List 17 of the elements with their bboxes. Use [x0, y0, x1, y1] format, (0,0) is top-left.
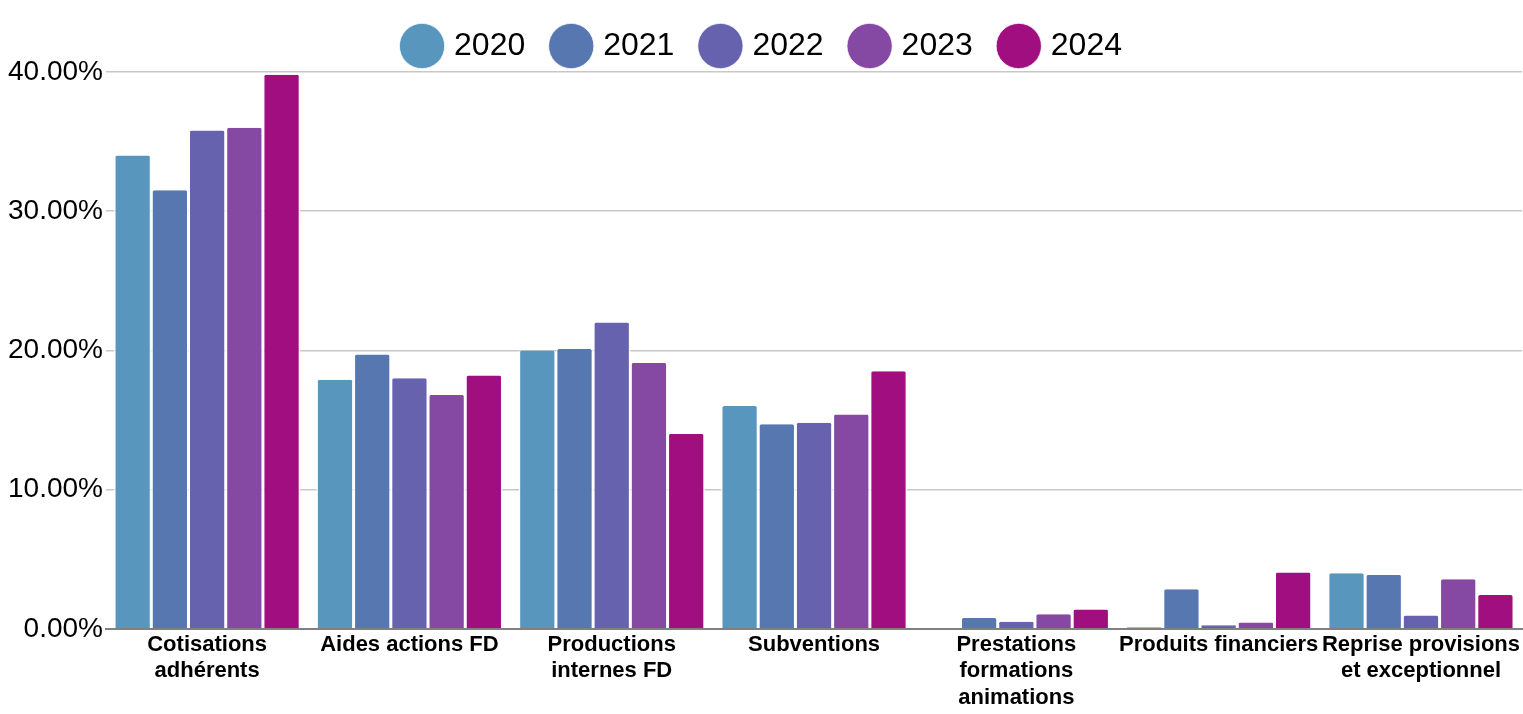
x-tick-label: Productions internes FD [547, 631, 676, 683]
y-tick-label: 10.00% [8, 472, 103, 504]
y-tick-label: 40.00% [8, 54, 103, 86]
x-tick-label: Cotisations adhérents [147, 631, 268, 683]
y-tick-label: 30.00% [8, 193, 103, 225]
y-tick-label: 0.00% [23, 611, 103, 643]
x-tick-label: Subventions [748, 631, 881, 657]
legend-label: 2024 [1050, 25, 1122, 62]
x-tick-label: Produits financiers [1119, 631, 1319, 657]
x-tick-label: Aides actions FD [320, 631, 499, 657]
x-tick-label: Prestations formations animations [956, 631, 1077, 709]
legend-label: 2020 [454, 25, 526, 62]
legend-label: 2023 [901, 25, 973, 62]
legend-label: 2021 [603, 25, 675, 62]
x-tick-label: Reprise provisions et exceptionnel [1321, 631, 1521, 683]
y-tick-label: 20.00% [8, 333, 103, 365]
legend-label: 2022 [752, 25, 824, 62]
